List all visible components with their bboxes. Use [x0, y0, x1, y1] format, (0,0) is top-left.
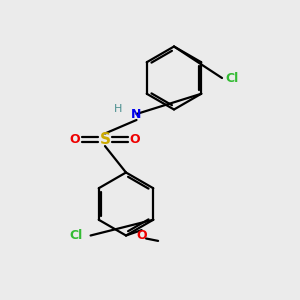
- Text: O: O: [136, 229, 147, 242]
- Text: O: O: [70, 133, 80, 146]
- Text: N: N: [131, 107, 142, 121]
- Text: Cl: Cl: [226, 71, 239, 85]
- Text: H: H: [114, 103, 123, 114]
- Text: S: S: [100, 132, 110, 147]
- Text: O: O: [130, 133, 140, 146]
- Text: Cl: Cl: [70, 229, 83, 242]
